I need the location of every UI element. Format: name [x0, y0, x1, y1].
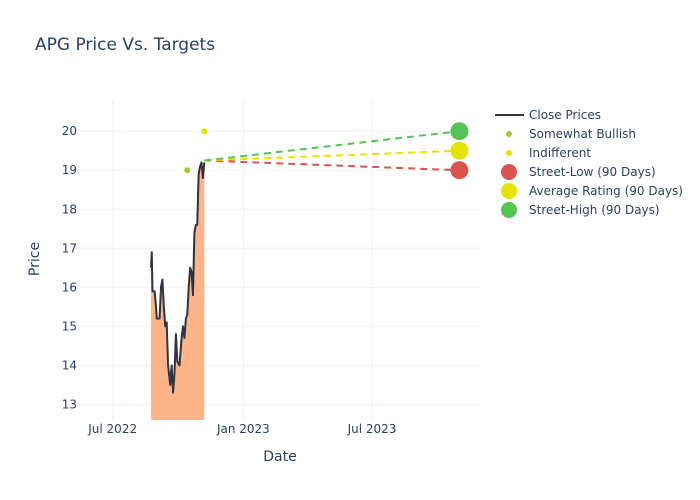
close-price-line: [150, 161, 206, 394]
close-price-area: [151, 162, 205, 420]
legend-label: Indifferent: [529, 146, 591, 160]
area-layer: [151, 162, 205, 420]
target-line: [204, 130, 460, 162]
grid-layer: [80, 100, 480, 420]
rating-point: [201, 128, 208, 135]
target-marker: [450, 141, 469, 160]
y-tick-label: 20: [62, 124, 77, 138]
legend-swatch-circle: [501, 164, 517, 180]
target-line: [204, 159, 460, 172]
legend-label: Average Rating (90 Days): [529, 184, 683, 198]
x-tick-label: Jul 2022: [87, 422, 137, 436]
target-marker: [450, 122, 469, 141]
y-tick-label: 13: [62, 397, 77, 411]
rating-layer: [184, 128, 208, 174]
y-tick-label: 17: [62, 241, 77, 255]
x-axis-title: Date: [263, 449, 296, 465]
legend-label: Somewhat Bullish: [529, 127, 636, 141]
x-tick-label: Jan 2023: [216, 422, 270, 436]
x-tick-label: Jul 2023: [347, 422, 397, 436]
legend-swatch-dot: [506, 131, 512, 137]
y-tick-label: 19: [62, 163, 77, 177]
legend-label: Close Prices: [529, 108, 601, 122]
legend-swatch-dot: [506, 150, 512, 156]
y-tick-label: 16: [62, 280, 77, 294]
target-marker: [450, 161, 469, 180]
y-tick-label: 14: [62, 358, 77, 372]
legend-label: Street-Low (90 Days): [529, 165, 656, 179]
legend: Close Prices Somewhat Bullish Indifferent S…: [495, 108, 683, 218]
y-tick-label: 15: [62, 319, 77, 333]
legend-swatch-circle: [501, 202, 517, 218]
y-axis-title: Price: [27, 242, 43, 276]
chart-title: APG Price Vs. Targets: [35, 35, 215, 55]
legend-label: Street-High (90 Days): [529, 203, 660, 217]
x-tick-labels: Jul 2022 Jan 2023 Jul 2023: [87, 422, 396, 436]
y-tick-labels: 13 14 15 16 17 18 19 20: [62, 124, 77, 411]
legend-swatch-circle: [501, 183, 517, 199]
target-line: [204, 149, 460, 162]
y-tick-label: 18: [62, 202, 77, 216]
price-layer: [150, 161, 206, 394]
target-layer: [204, 122, 469, 180]
rating-point: [184, 167, 191, 174]
